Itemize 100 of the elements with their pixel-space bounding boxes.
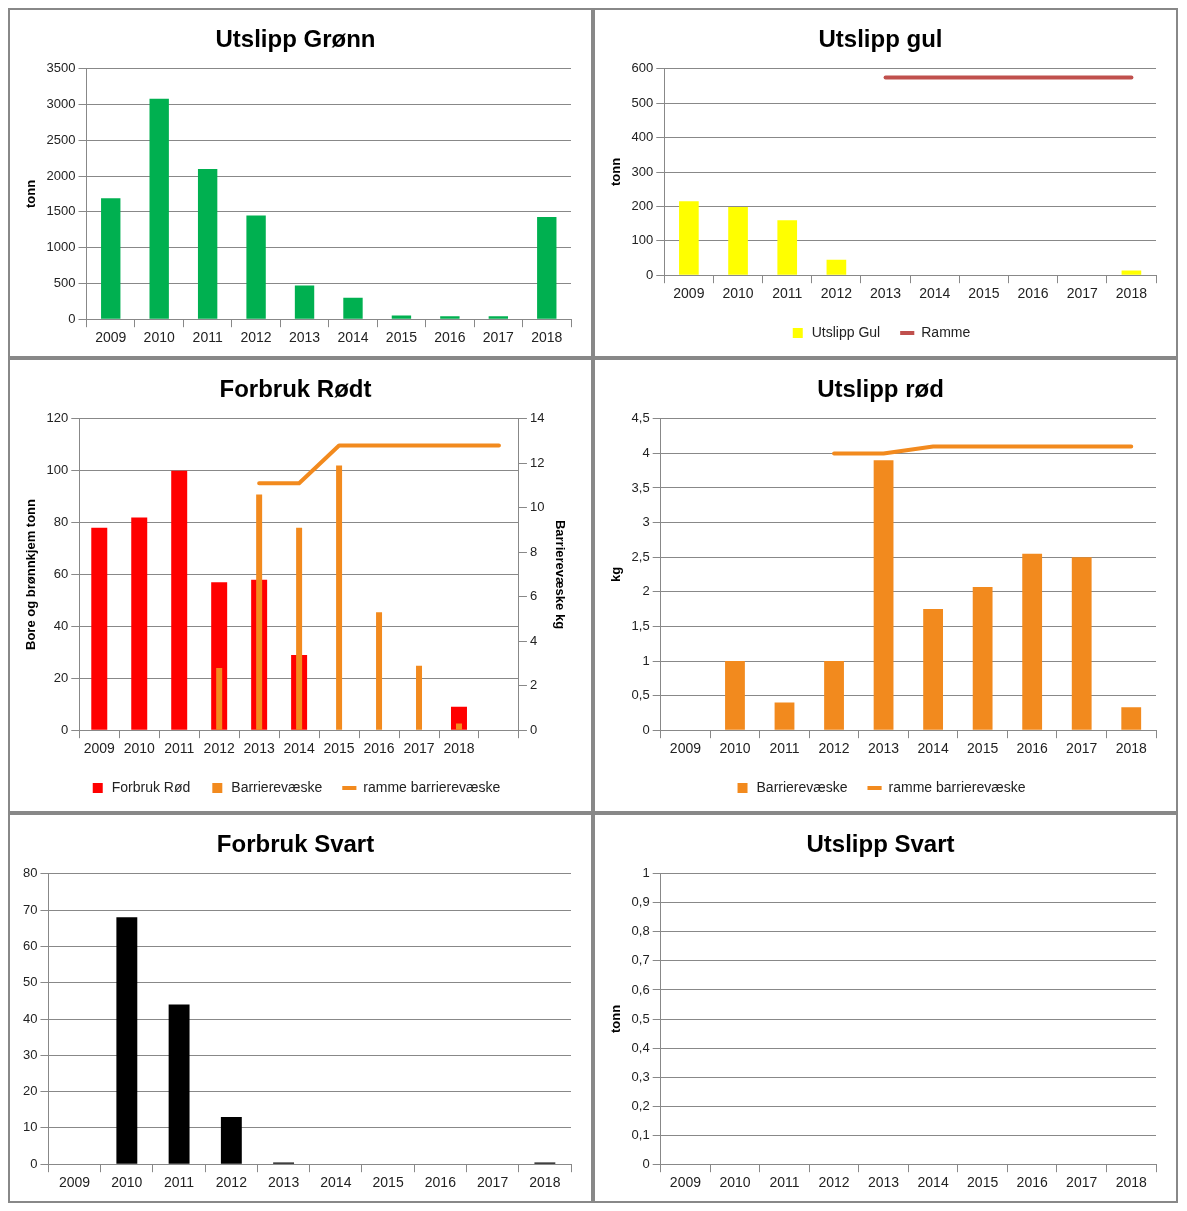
x-tick-label: 2013 — [867, 1174, 900, 1191]
x-tick-label: 2015 — [385, 329, 418, 346]
bar — [873, 460, 894, 730]
chart-title: Utslipp Grønn — [215, 25, 376, 53]
y2-tick-label: 4 — [529, 632, 538, 648]
x-tick-label: 2013 — [869, 285, 902, 302]
x-tick-label: 2017 — [1066, 1174, 1098, 1191]
y-tick-label: 4 — [642, 444, 650, 460]
y-tick-label: 0,3 — [631, 1068, 650, 1084]
x-tick-label: 2014 — [320, 1174, 352, 1191]
y-axis-title: tonn — [23, 179, 39, 209]
x-tick-label: 2018 — [1115, 740, 1148, 757]
bar — [246, 215, 266, 319]
y-tick-label: 0 — [646, 266, 654, 282]
x-tick-label: 2012 — [203, 740, 235, 757]
bar — [197, 168, 218, 319]
y-tick-label: 0 — [68, 310, 76, 326]
chart-title: Utslipp rød — [817, 375, 944, 403]
y-tick-label: 1 — [642, 652, 650, 668]
x-tick-label: 2018 — [529, 1174, 561, 1191]
bar — [1022, 553, 1043, 730]
bar — [116, 917, 138, 1164]
x-tick-label: 2016 — [1016, 1174, 1048, 1191]
y-tick-label: 0,4 — [631, 1039, 650, 1055]
x-tick-label: 2010 — [123, 740, 156, 757]
legend-label: Barrierevæske — [756, 778, 848, 795]
bar — [131, 517, 148, 730]
y-tick-label: 80 — [22, 865, 38, 881]
x-tick-label: 2012 — [818, 1174, 850, 1191]
x-tick-label: 2011 — [769, 740, 800, 757]
bar — [972, 586, 993, 730]
bar — [216, 667, 223, 730]
x-tick-label: 2009 — [669, 740, 702, 757]
y-tick-label: 1000 — [46, 239, 76, 255]
bar — [777, 220, 798, 275]
chart-title: Forbruk Rødt — [219, 375, 372, 403]
bar — [149, 98, 169, 319]
x-tick-label: 2015 — [967, 740, 999, 757]
x-tick-label: 2010 — [111, 1174, 143, 1191]
x-tick-label: 2009 — [83, 740, 116, 757]
x-tick-label: 2017 — [482, 329, 515, 346]
x-tick-label: 2012 — [240, 329, 272, 346]
x-tick-label: 2011 — [192, 329, 223, 346]
x-tick-label: 2015 — [967, 1174, 999, 1191]
x-tick-label: 2014 — [283, 740, 315, 757]
x-tick-label: 2013 — [288, 329, 321, 346]
y-tick-label: 500 — [631, 94, 654, 110]
y-tick-label: 30 — [22, 1046, 38, 1062]
y2-tick-label: 12 — [529, 454, 545, 470]
bar — [826, 259, 847, 275]
x-tick-label: 2010 — [143, 329, 175, 346]
y-tick-label: 0,5 — [631, 687, 650, 703]
x-tick-label: 2013 — [243, 740, 275, 757]
y-tick-label: 500 — [53, 275, 76, 291]
y-tick-label: 10 — [22, 1119, 38, 1135]
x-tick-label: 2010 — [719, 1174, 751, 1191]
y-tick-label: 1,5 — [631, 617, 650, 633]
x-tick-label: 2012 — [215, 1174, 248, 1191]
x-tick-label: 2016 — [424, 1174, 457, 1191]
y-tick-label: 0,7 — [631, 952, 650, 968]
y-tick-label: 100 — [46, 462, 69, 478]
x-tick-label: 2018 — [443, 740, 475, 757]
x-tick-label: 2010 — [722, 285, 754, 302]
y-tick-label: 3 — [642, 514, 650, 530]
x-tick-label: 2011 — [164, 740, 195, 757]
y-tick-label: 2,5 — [631, 548, 650, 564]
y-tick-label: 1 — [642, 865, 650, 881]
y-tick-label: 60 — [22, 937, 38, 953]
bar — [376, 612, 383, 730]
y-tick-label: 600 — [631, 60, 654, 76]
x-tick-label: 2009 — [59, 1174, 91, 1191]
legend-label: Forbruk Rød — [111, 778, 191, 795]
y-axis-title: Bore og brønnkjem tonn — [23, 498, 39, 650]
legend-label: Utslipp Gul — [811, 323, 881, 340]
bar — [101, 198, 121, 319]
bar — [450, 706, 467, 730]
chart-title: Utslipp gul — [818, 25, 943, 53]
x-tick-label: 2015 — [323, 740, 355, 757]
y2-tick-label: 2 — [529, 677, 538, 693]
y-tick-label: 40 — [53, 617, 69, 633]
bar — [774, 702, 795, 730]
y-tick-label: 0,1 — [631, 1126, 650, 1142]
x-tick-label: 2009 — [95, 329, 127, 346]
x-tick-label: 2015 — [968, 285, 1000, 302]
y-tick-label: 120 — [46, 410, 69, 426]
bar — [391, 315, 412, 319]
x-tick-label: 2014 — [919, 285, 951, 302]
bar — [336, 465, 343, 730]
y-tick-label: 40 — [22, 1010, 38, 1026]
bar — [679, 201, 699, 275]
y-tick-label: 0 — [642, 721, 650, 737]
y-tick-label: 3,5 — [631, 479, 650, 495]
x-tick-label: 2015 — [372, 1174, 404, 1191]
y-axis-title: tonn — [608, 1004, 624, 1034]
x-tick-label: 2009 — [669, 1174, 702, 1191]
y2-tick-label: 14 — [529, 410, 545, 426]
y-tick-label: 0,8 — [631, 923, 650, 939]
legend-label: Ramme — [921, 323, 971, 340]
x-tick-label: 2012 — [820, 285, 853, 302]
bar — [1121, 270, 1142, 275]
